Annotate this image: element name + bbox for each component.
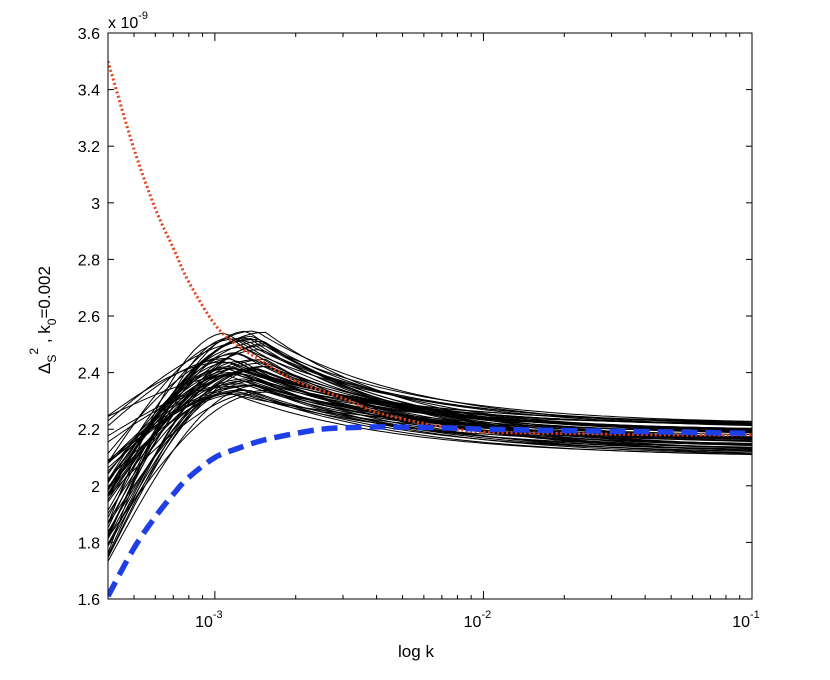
y-tick-label: 2.8 (78, 252, 100, 269)
plot-area (108, 33, 752, 599)
ensemble-curve (108, 345, 752, 524)
ensemble-curve (108, 357, 752, 449)
plot-lines (108, 60, 752, 598)
series-dotted-line (108, 60, 752, 437)
x-tick-label: 10-1 (732, 609, 760, 631)
ensemble-curve (108, 330, 752, 481)
y-tick-label: 2.2 (78, 422, 100, 439)
x-tick-label: 10-2 (464, 609, 492, 631)
y-tick-label: 3 (91, 196, 100, 213)
x-axis-label: log k (398, 642, 434, 661)
y-tick-label: 2.6 (78, 309, 100, 326)
y-tick-label: 2 (91, 479, 100, 496)
ensemble-curve (108, 361, 752, 442)
ensemble-curve (108, 370, 752, 558)
y-tick-label: 3.4 (78, 83, 100, 100)
ensemble-curve (108, 358, 752, 495)
x-tick-label: 10-3 (195, 609, 223, 631)
y-exponent-label: x 10-9 (108, 10, 148, 32)
y-tick-label: 1.6 (78, 592, 100, 609)
ensemble-curve (108, 380, 752, 503)
series-dashed-line (108, 424, 752, 598)
y-tick-label: 3.2 (78, 139, 100, 156)
y-tick-label: 3.6 (78, 26, 100, 43)
y-axis-label: ΔS2 , k0=0.002 (27, 266, 59, 374)
y-tick-label: 2.4 (78, 366, 100, 383)
ensemble-curve (108, 365, 752, 488)
y-tick-label: 1.8 (78, 535, 100, 552)
